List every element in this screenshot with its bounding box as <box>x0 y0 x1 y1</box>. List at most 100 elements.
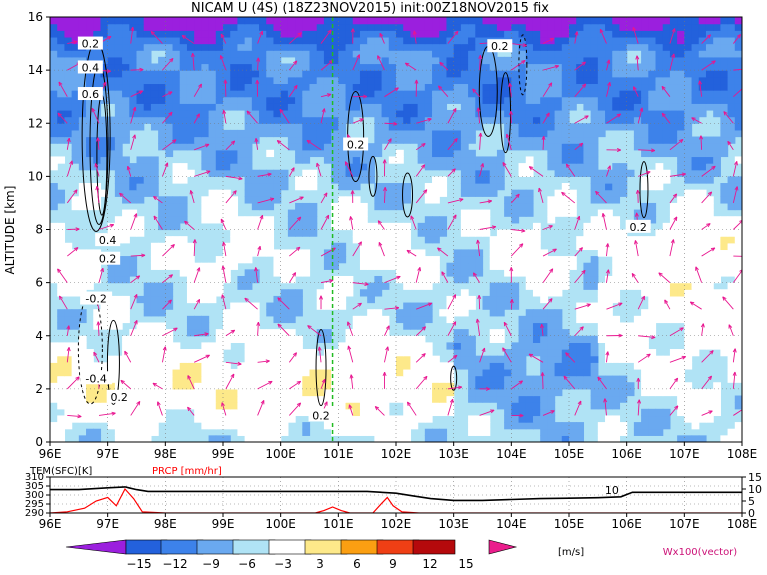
field-cell <box>223 30 231 38</box>
field-cell <box>266 362 275 370</box>
field-cell <box>50 30 58 38</box>
field-cell <box>713 256 721 264</box>
field-cell <box>374 262 383 270</box>
field-cell <box>396 269 404 277</box>
field-cell <box>244 196 253 204</box>
field-cell <box>734 196 742 204</box>
field-cell <box>215 123 224 131</box>
field-cell <box>525 209 534 217</box>
wind-vector <box>407 401 417 416</box>
field-cell <box>619 422 628 430</box>
field-cell <box>662 129 671 138</box>
field-cell <box>136 295 145 304</box>
field-cell <box>100 43 109 51</box>
field-cell <box>107 123 116 131</box>
wind-vector-head <box>603 398 608 403</box>
field-cell <box>583 123 592 131</box>
field-cell <box>295 368 303 377</box>
field-cell <box>554 355 563 363</box>
field-cell <box>165 149 174 158</box>
field-cell <box>201 415 210 423</box>
field-cell <box>359 388 368 397</box>
field-cell <box>583 76 592 85</box>
field-cell <box>641 236 649 244</box>
field-cell <box>381 36 390 45</box>
field-cell <box>223 23 231 31</box>
field-cell <box>352 43 361 51</box>
field-cell <box>64 269 73 277</box>
field-cell <box>388 256 397 264</box>
field-cell <box>50 83 58 91</box>
field-cell <box>691 289 700 297</box>
field-cell <box>547 275 556 284</box>
field-cell <box>215 136 224 144</box>
field-cell <box>446 123 455 131</box>
field-cell <box>194 36 202 45</box>
field-cell <box>705 163 714 171</box>
field-cell <box>518 129 527 138</box>
field-cell <box>460 176 469 184</box>
field-cell <box>460 143 469 151</box>
wind-vector-head <box>59 295 63 300</box>
field-cell <box>273 368 282 377</box>
field-cell <box>655 242 664 251</box>
field-cell <box>259 335 267 343</box>
field-cell <box>367 402 375 410</box>
wind-vector-head <box>296 402 302 407</box>
field-cell <box>150 355 159 363</box>
field-cell <box>331 63 339 71</box>
field-cell <box>359 256 368 264</box>
field-cell <box>532 116 541 124</box>
field-cell <box>179 116 188 124</box>
field-cell <box>590 388 599 397</box>
field-cell <box>518 422 527 430</box>
field-cell <box>352 315 361 324</box>
field-cell <box>590 315 599 324</box>
field-cell <box>323 382 332 390</box>
field-cell <box>612 322 621 330</box>
field-cell <box>136 368 145 377</box>
field-cell <box>684 202 693 211</box>
field-cell <box>525 229 534 237</box>
field-cell <box>590 56 599 65</box>
wind-vector-head <box>674 405 679 410</box>
field-cell <box>223 388 231 397</box>
field-cell <box>158 209 166 217</box>
field-cell <box>338 408 347 417</box>
wind-vector <box>542 268 554 283</box>
field-cell <box>424 275 433 284</box>
field-cell <box>388 415 397 423</box>
field-cell <box>381 17 390 25</box>
field-cell <box>482 209 491 217</box>
field-cell <box>50 269 58 277</box>
field-cell <box>86 428 94 436</box>
field-cell <box>684 395 693 403</box>
field-cell <box>215 70 224 78</box>
field-cell <box>165 50 174 58</box>
field-cell <box>677 435 685 442</box>
field-cell <box>525 30 534 38</box>
field-cell <box>201 368 210 377</box>
wind-vector-head <box>66 347 71 352</box>
field-cell <box>71 362 80 370</box>
field-cell <box>713 262 721 270</box>
field-cell <box>230 395 239 403</box>
field-cell <box>309 149 318 158</box>
field-cell <box>561 103 570 111</box>
field-cell <box>684 329 693 337</box>
field-cell <box>316 335 325 343</box>
field-cell <box>511 109 520 118</box>
field-cell <box>93 103 102 111</box>
field-cell <box>561 435 570 442</box>
field-cell <box>720 43 729 51</box>
field-cell <box>460 129 469 138</box>
field-cell <box>273 189 282 197</box>
field-cell <box>410 256 419 264</box>
field-cell <box>150 368 159 377</box>
field-cell <box>136 362 145 370</box>
field-cell <box>259 90 267 98</box>
field-cell <box>352 322 361 330</box>
field-cell <box>605 17 613 25</box>
wind-vector-head <box>550 410 555 414</box>
field-cell <box>208 422 217 430</box>
